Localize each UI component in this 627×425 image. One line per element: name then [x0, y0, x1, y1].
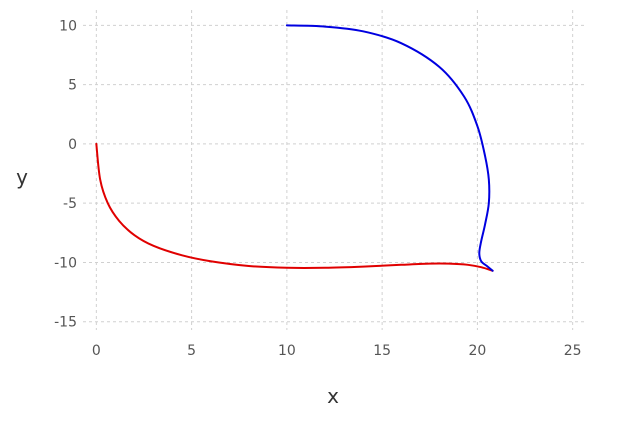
x-tick-label: 5: [187, 343, 196, 359]
y-tick-label: -5: [63, 196, 77, 212]
x-tick-label: 25: [564, 343, 582, 359]
y-tick-label: 0: [68, 137, 77, 153]
y-tick-label: 10: [59, 18, 77, 34]
x-tick-label: 20: [468, 343, 486, 359]
x-tick-label: 10: [278, 343, 296, 359]
y-tick-label: -10: [54, 255, 77, 271]
y-tick-label: 5: [68, 78, 77, 94]
x-tick-label: 15: [373, 343, 391, 359]
red-series-line: [95, 142, 494, 272]
series-lines: [95, 24, 494, 272]
blue-series-line: [285, 24, 494, 272]
grid-lines: [83, 10, 586, 330]
y-axis-title: y: [16, 165, 28, 189]
x-tick-label: 0: [92, 343, 101, 359]
y-tick-label: -15: [54, 315, 77, 331]
x-tick-labels: 0 5 10 15 20 25: [92, 343, 582, 359]
y-tick-labels: 10 5 0 -5 -10 -15: [54, 18, 77, 330]
x-axis-title: x: [327, 384, 339, 408]
